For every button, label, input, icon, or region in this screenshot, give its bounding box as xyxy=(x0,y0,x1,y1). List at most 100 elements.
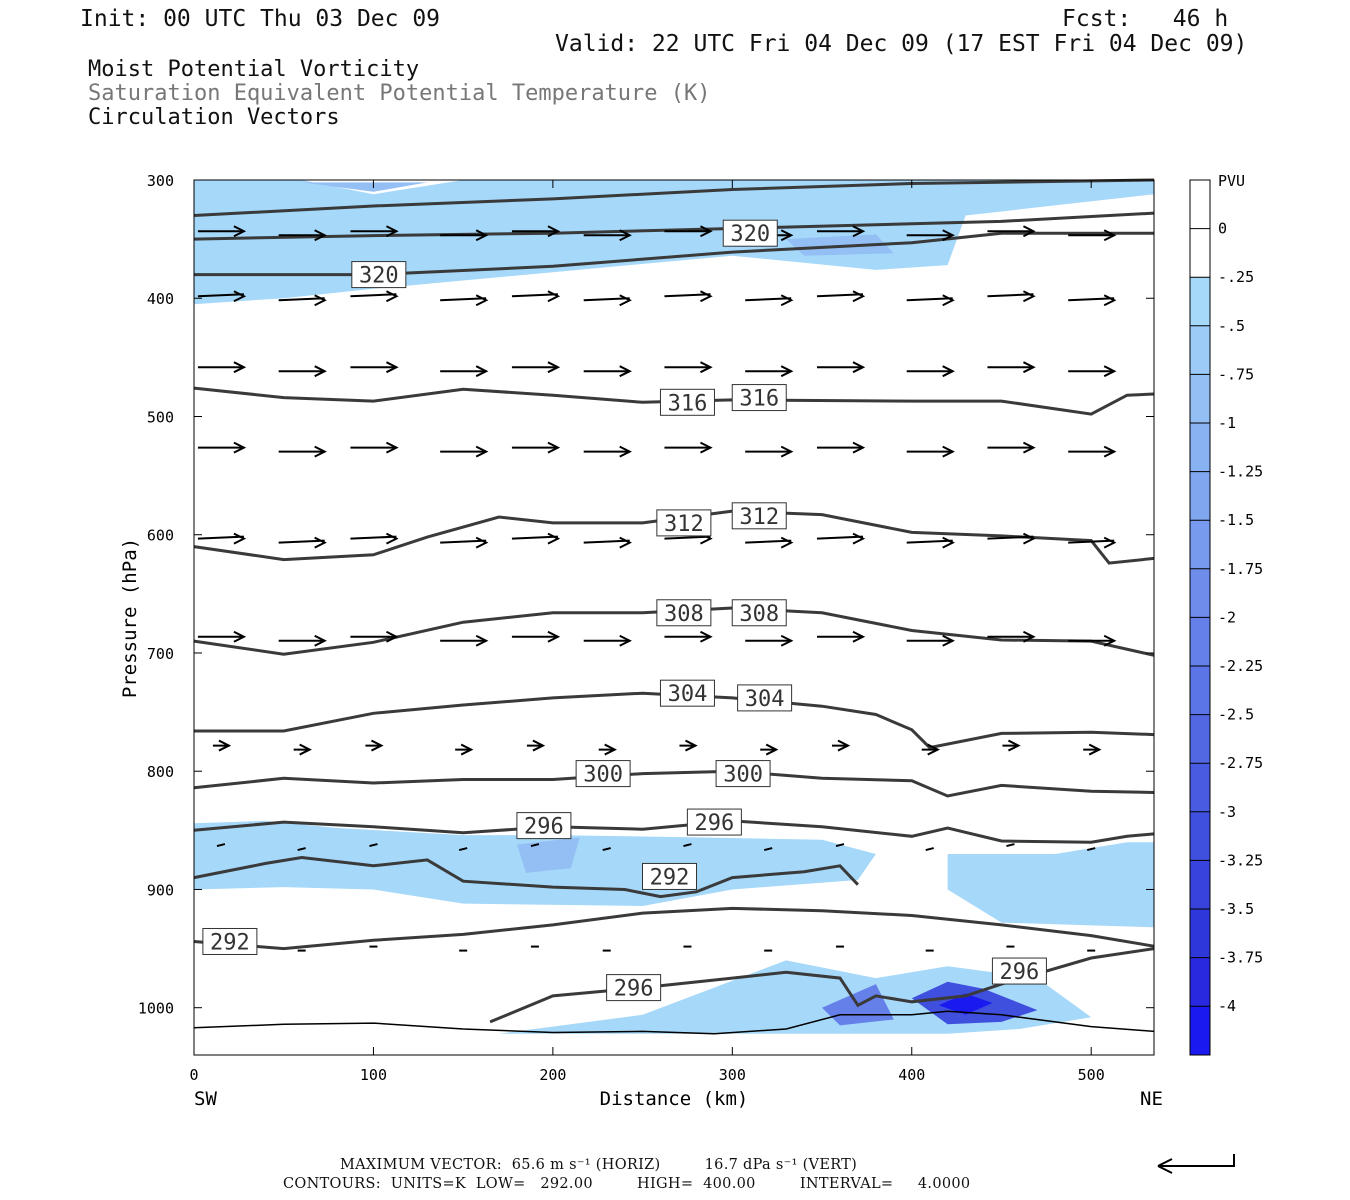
vector-head xyxy=(314,229,327,242)
reference-vector-arrow xyxy=(1157,1154,1235,1174)
colorbar-swatch-4 xyxy=(1190,374,1210,423)
vector-shaft xyxy=(664,535,711,540)
vector-3-7 xyxy=(745,445,794,458)
vector-0-0 xyxy=(197,225,247,238)
vector-4-8 xyxy=(816,532,866,545)
colorbar-swatch-13 xyxy=(1190,811,1210,861)
x-tick-label-200: 200 xyxy=(539,1066,566,1084)
vector-2-4 xyxy=(511,361,561,374)
vector-head xyxy=(619,536,632,549)
vector-4-1 xyxy=(278,536,327,549)
vector-5-11 xyxy=(1068,634,1117,647)
vector-head xyxy=(547,532,561,545)
contour-label-text: 296 xyxy=(614,977,654,1002)
vector-head xyxy=(942,445,955,458)
vector-head xyxy=(852,630,866,643)
vector-head xyxy=(370,739,384,752)
field-title-theta-es: Saturation Equivalent Potential Temperat… xyxy=(88,81,711,106)
colorbar-label-11: -2.75 xyxy=(1218,754,1263,772)
vector-head xyxy=(927,743,940,756)
surface-line xyxy=(193,1010,1155,1035)
vector-5-2 xyxy=(350,630,399,643)
vector-shaft xyxy=(458,847,468,852)
vector-head xyxy=(314,634,327,647)
vector-head xyxy=(1023,361,1036,374)
colorbar-swatch-6 xyxy=(1190,471,1210,521)
vector-6-7 xyxy=(760,743,779,756)
vector-shaft xyxy=(906,539,953,544)
vector-shaft xyxy=(925,847,934,852)
vector-6-0 xyxy=(212,739,232,752)
contour-label-text: 308 xyxy=(739,602,779,627)
vector-2-10 xyxy=(987,361,1036,374)
vector-head xyxy=(619,229,632,242)
vector-head xyxy=(942,634,955,647)
vector-head xyxy=(1103,445,1117,458)
vector-shaft xyxy=(440,297,487,302)
colorbar-swatch-11 xyxy=(1190,714,1210,764)
vector-0-11 xyxy=(1068,229,1117,242)
vector-shaft xyxy=(278,297,325,302)
vector-3-11 xyxy=(1068,445,1117,458)
colorbar-label-9: -2.25 xyxy=(1218,657,1263,675)
colorbar-swatch-0 xyxy=(1190,180,1210,229)
vector-0-8 xyxy=(816,225,866,238)
vector-3-8 xyxy=(816,441,866,454)
colorbar-swatch-9 xyxy=(1190,617,1210,666)
vector-1-5 xyxy=(583,294,632,307)
vector-4-5 xyxy=(583,536,632,549)
y-tick-label-1000: 1000 xyxy=(138,1000,174,1018)
x-tick-label-500: 500 xyxy=(1078,1066,1105,1084)
vector-4-9 xyxy=(906,536,955,549)
contour-label-box xyxy=(722,219,778,247)
contour-label-box xyxy=(731,599,787,627)
vector-6-6 xyxy=(679,739,698,752)
vector-shaft xyxy=(835,843,845,848)
vector-7-8 xyxy=(835,843,845,848)
vector-1-7 xyxy=(745,294,794,307)
vector-3-1 xyxy=(278,445,327,458)
vector-shaft xyxy=(1068,539,1115,544)
vector-2-7 xyxy=(745,365,794,378)
y-axis-label: Pressure (hPa) xyxy=(119,538,141,698)
x-tick-label-400: 400 xyxy=(898,1066,925,1084)
vector-4-10 xyxy=(987,532,1036,545)
contour-label-14: 292 xyxy=(642,862,698,890)
contour-label-box xyxy=(516,812,572,840)
vector-head xyxy=(314,536,327,549)
colorbar-swatch-15 xyxy=(1190,909,1210,958)
vector-1-4 xyxy=(511,290,561,303)
vector-shaft xyxy=(440,539,487,544)
contour-label-text: 316 xyxy=(739,387,779,412)
vector-head xyxy=(780,445,794,458)
y-tick-label-600: 600 xyxy=(147,527,174,545)
vector-1-2 xyxy=(350,290,399,303)
vector-3-3 xyxy=(440,445,489,458)
contour-label-box xyxy=(656,599,712,627)
colorbar-unit: PVU xyxy=(1218,172,1245,190)
vector-shaft xyxy=(906,297,953,302)
vector-6-8 xyxy=(831,739,851,752)
contour-label-17: 296 xyxy=(991,957,1047,985)
vector-0-9 xyxy=(906,229,955,242)
contour-label-text: 304 xyxy=(668,682,708,707)
colorbar-label-3: -.75 xyxy=(1218,365,1254,383)
colorbar-label-7: -1.75 xyxy=(1218,560,1263,578)
colorbar-label-14: -3.5 xyxy=(1218,900,1254,918)
vector-head xyxy=(385,441,399,454)
vector-head xyxy=(852,441,866,454)
vector-shaft xyxy=(197,293,244,298)
vector-head xyxy=(700,441,713,454)
vector-head xyxy=(685,739,698,752)
contour-label-box xyxy=(659,679,715,707)
vector-head xyxy=(765,743,779,756)
colorbar-label-13: -3.25 xyxy=(1218,851,1263,869)
vector-head xyxy=(233,630,247,643)
y-tick-label-900: 900 xyxy=(147,881,174,899)
colorbar-swatch-3 xyxy=(1190,325,1210,375)
contour-label-box xyxy=(575,760,631,788)
vector-head xyxy=(780,536,794,549)
vector-shaft xyxy=(763,847,773,852)
x-tick-label-0: 0 xyxy=(189,1066,198,1084)
vector-7-6 xyxy=(683,843,692,848)
